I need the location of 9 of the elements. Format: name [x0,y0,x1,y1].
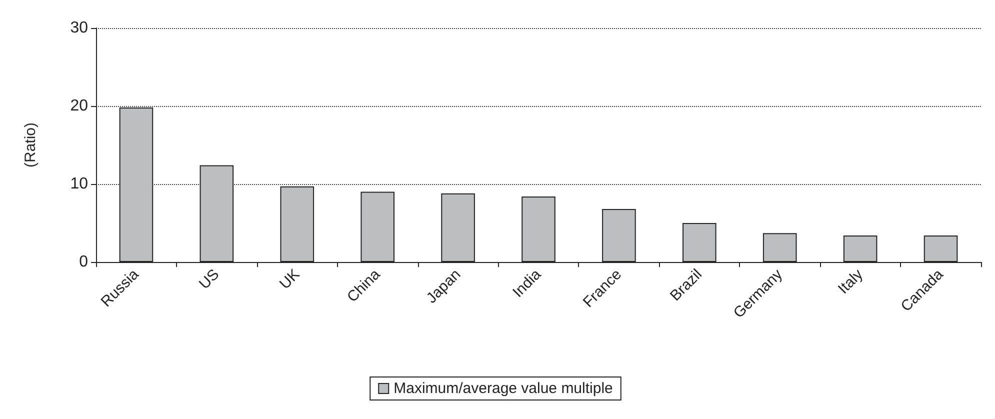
y-tick-label: 0 [79,254,88,270]
x-tick-label: Italy [834,266,867,298]
x-tick-label: US [196,266,223,293]
y-tick-label: 30 [70,20,88,36]
y-tick-label: 20 [70,98,88,114]
x-tick-label: UK [276,266,304,293]
y-axis-title: (Ratio) [22,122,39,168]
legend-label: Maximum/average value multiple [394,380,613,397]
y-tick-label: 10 [70,176,88,192]
